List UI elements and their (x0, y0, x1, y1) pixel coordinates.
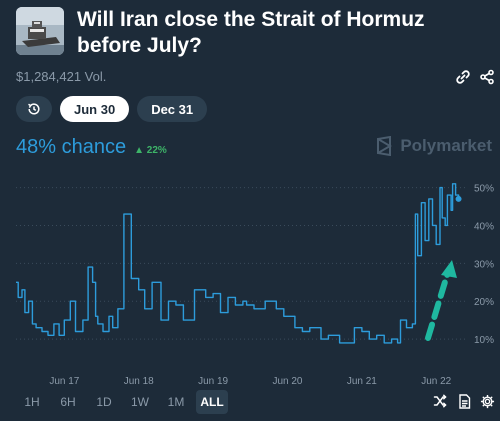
y-tick-label: 30% (474, 259, 494, 270)
link-icon[interactable] (454, 68, 472, 86)
document-icon[interactable] (456, 393, 472, 409)
current-value-dot (455, 195, 462, 202)
chance-change-value: 22% (146, 145, 167, 156)
polymarket-brand: Polymarket (374, 136, 492, 156)
chance-change: ▲ 22% (134, 145, 167, 156)
up-arrow-icon: ▲ (134, 145, 144, 156)
timeframe-6h[interactable]: 6H (60, 395, 76, 409)
y-tick-label: 40% (474, 221, 494, 232)
market-thumbnail (16, 7, 64, 55)
timeframe-1h[interactable]: 1H (24, 395, 40, 409)
tab-dec-31[interactable]: Dec 31 (137, 96, 208, 122)
chance-summary: 48% chance ▲ 22% (16, 136, 167, 159)
shuffle-icon[interactable] (432, 393, 448, 409)
probability-line (16, 183, 460, 344)
x-tick-label: Jun 17 (49, 376, 79, 387)
y-tick-label: 10% (474, 335, 494, 346)
timeframe-1m[interactable]: 1M (167, 395, 185, 409)
tab-jun-30[interactable]: Jun 30 (60, 96, 130, 122)
x-tick-label: Jun 19 (198, 376, 228, 387)
volume-label: $1,284,421 Vol. (16, 69, 107, 84)
y-tick-label: 50% (474, 184, 494, 195)
date-tabs: Jun 30 Dec 31 (16, 96, 208, 122)
market-title: Will Iran close the Strait of Hormuz bef… (77, 8, 425, 57)
chance-value: 48% chance (16, 136, 127, 158)
history-icon (28, 103, 40, 115)
x-tick-label: Jun 20 (272, 376, 302, 387)
x-tick-label: Jun 22 (421, 376, 451, 387)
ship-image (16, 7, 64, 55)
timeframe-selector: 1H 6H 1D 1W 1M ALL (16, 390, 228, 414)
y-tick-label: 20% (474, 297, 494, 308)
probability-chart: 10% 20% 30% 40% 50% Jun 17 Jun 18 Jun 19 Jun 20… (16, 183, 494, 387)
timeframe-all[interactable]: ALL (196, 390, 228, 414)
polymarket-logo-icon (377, 136, 393, 156)
timeframe-1d[interactable]: 1D (96, 395, 112, 409)
timeframe-1w[interactable]: 1W (131, 395, 149, 409)
x-tick-label: Jun 21 (347, 376, 377, 387)
x-tick-label: Jun 18 (124, 376, 154, 387)
brand-name: Polymarket (400, 136, 492, 155)
share-icon[interactable] (478, 68, 496, 86)
settings-icon[interactable] (479, 393, 495, 409)
trend-arrow (425, 260, 457, 341)
tab-history[interactable] (16, 96, 52, 122)
